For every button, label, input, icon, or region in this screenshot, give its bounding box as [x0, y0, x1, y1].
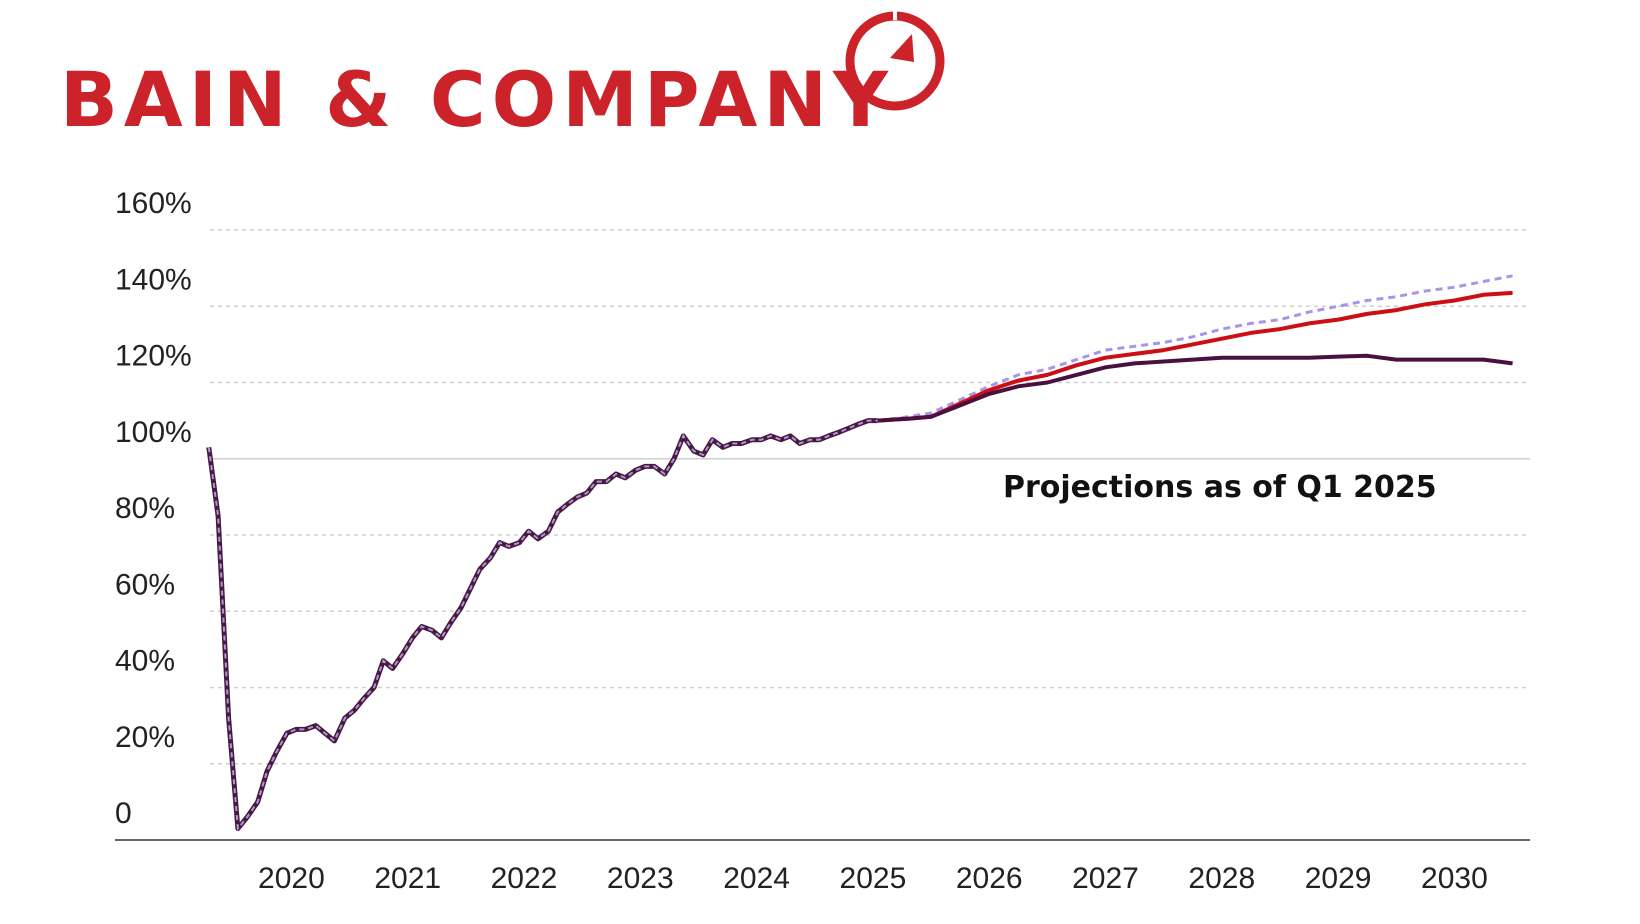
y-tick-label: 100% — [115, 416, 192, 449]
y-tick-label: 80% — [115, 492, 175, 525]
y-tick-label: 0 — [115, 797, 132, 830]
projection-annotation: Projections as of Q1 2025 — [1003, 470, 1437, 505]
series-dashed-line — [877, 274, 1513, 423]
x-tick-label: 2022 — [491, 862, 558, 895]
series-red-line — [877, 290, 1513, 423]
x-tick-label: 2026 — [956, 862, 1023, 895]
x-tick-label: 2028 — [1188, 862, 1255, 895]
logo-wordmark: BAIN & COMPANY — [60, 55, 895, 144]
x-tick-label: 2027 — [1072, 862, 1139, 895]
series-lines — [206, 274, 1513, 832]
y-tick-label: 140% — [115, 263, 192, 296]
x-tick-label: 2020 — [258, 862, 325, 895]
historical-line — [206, 418, 878, 832]
x-tick-label: 2030 — [1421, 862, 1488, 895]
x-tick-label: 2025 — [840, 862, 907, 895]
x-tick-label: 2023 — [607, 862, 674, 895]
y-tick-label: 40% — [115, 645, 175, 678]
gridlines — [210, 229, 1530, 765]
series-dark-line — [877, 353, 1513, 423]
x-tick-label: 2029 — [1305, 862, 1372, 895]
bain-logo: BAIN & COMPANY — [60, 40, 894, 160]
x-tick-labels: 2020 2021 2022 2023 2024 2025 2026 2027 2028 2029… — [258, 862, 1488, 895]
compass-dial-icon — [845, 10, 945, 111]
y-tick-label: 20% — [115, 721, 175, 754]
historical-dash-overlay — [207, 419, 878, 832]
x-tick-label: 2024 — [723, 862, 790, 895]
y-tick-labels: 0 20% 40% 60% 80% 100% 120% 140% 160% — [115, 187, 192, 830]
y-tick-label: 60% — [115, 568, 175, 601]
y-tick-label: 120% — [115, 340, 192, 373]
x-tick-label: 2021 — [374, 862, 441, 895]
y-tick-label: 160% — [115, 187, 192, 220]
